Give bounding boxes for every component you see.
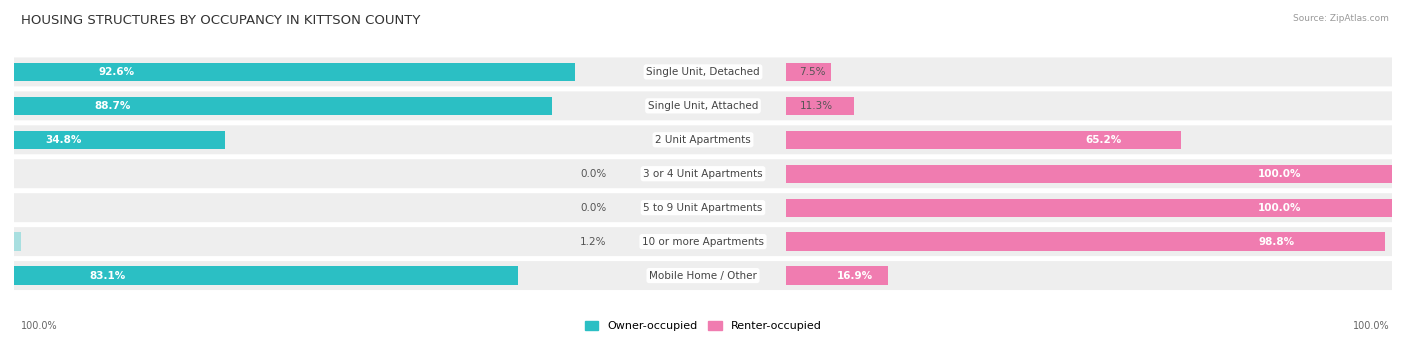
Bar (786, 266, 889, 285)
FancyBboxPatch shape (14, 125, 1392, 154)
Text: 83.1%: 83.1% (90, 270, 127, 281)
Text: 5 to 9 Unit Apartments: 5 to 9 Unit Apartments (644, 203, 762, 213)
Legend: Owner-occupied, Renter-occupied: Owner-occupied, Renter-occupied (581, 316, 825, 336)
Text: 100.0%: 100.0% (21, 321, 58, 331)
Bar (786, 233, 1385, 251)
FancyBboxPatch shape (14, 159, 1392, 188)
Text: 11.3%: 11.3% (800, 101, 832, 111)
Text: HOUSING STRUCTURES BY OCCUPANCY IN KITTSON COUNTY: HOUSING STRUCTURES BY OCCUPANCY IN KITTS… (21, 14, 420, 27)
Text: Single Unit, Attached: Single Unit, Attached (648, 101, 758, 111)
Text: Source: ZipAtlas.com: Source: ZipAtlas.com (1294, 14, 1389, 23)
Text: 100.0%: 100.0% (1353, 321, 1389, 331)
FancyBboxPatch shape (14, 261, 1392, 290)
Bar (786, 198, 1392, 217)
Text: 65.2%: 65.2% (1085, 135, 1122, 145)
Text: 98.8%: 98.8% (1258, 237, 1295, 247)
Text: Mobile Home / Other: Mobile Home / Other (650, 270, 756, 281)
Bar (14, 63, 575, 81)
Bar (14, 233, 21, 251)
Bar (786, 165, 1392, 183)
FancyBboxPatch shape (14, 193, 1392, 222)
Text: 92.6%: 92.6% (98, 67, 135, 77)
Text: 2 Unit Apartments: 2 Unit Apartments (655, 135, 751, 145)
Text: 3 or 4 Unit Apartments: 3 or 4 Unit Apartments (643, 169, 763, 179)
Bar (786, 63, 831, 81)
Text: 88.7%: 88.7% (94, 101, 131, 111)
Text: 34.8%: 34.8% (46, 135, 82, 145)
FancyBboxPatch shape (14, 91, 1392, 120)
Text: 0.0%: 0.0% (581, 169, 606, 179)
FancyBboxPatch shape (14, 57, 1392, 86)
Text: 10 or more Apartments: 10 or more Apartments (643, 237, 763, 247)
Text: 1.2%: 1.2% (581, 237, 606, 247)
Text: 100.0%: 100.0% (1257, 203, 1301, 213)
Bar (786, 97, 855, 115)
Text: 100.0%: 100.0% (1257, 169, 1301, 179)
Bar (786, 131, 1181, 149)
Bar (14, 266, 517, 285)
Bar (14, 97, 551, 115)
Text: 0.0%: 0.0% (581, 203, 606, 213)
Text: 16.9%: 16.9% (837, 270, 873, 281)
Text: 7.5%: 7.5% (800, 67, 825, 77)
Bar (14, 131, 225, 149)
Text: Single Unit, Detached: Single Unit, Detached (647, 67, 759, 77)
FancyBboxPatch shape (14, 227, 1392, 256)
